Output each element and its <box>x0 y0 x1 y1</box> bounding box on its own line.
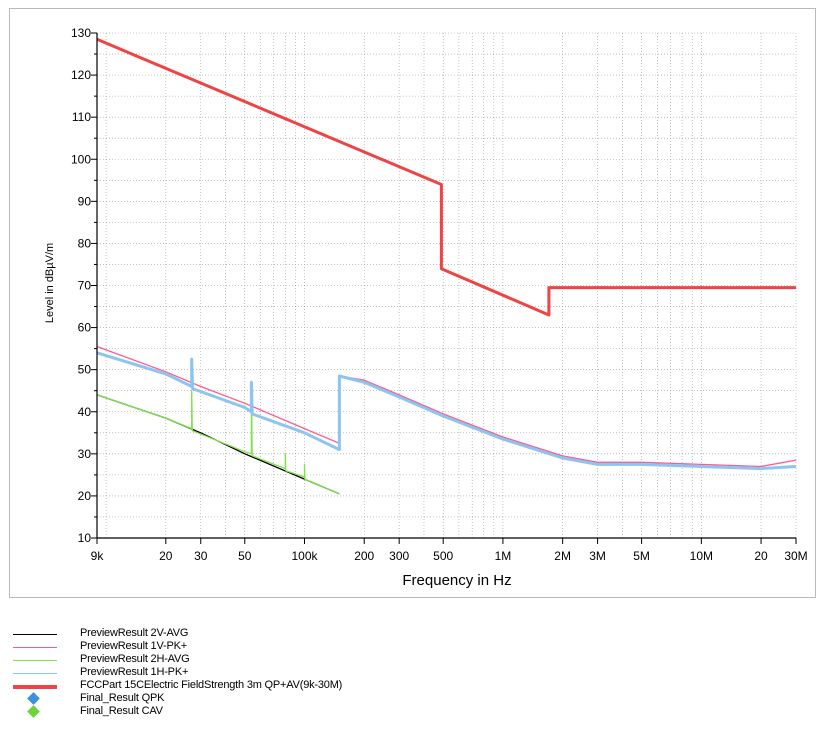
series-line-2 <box>96 394 340 495</box>
x-tick-label: 300 <box>389 549 409 563</box>
x-tick-label: 30M <box>784 549 807 563</box>
y-tick-label: 50 <box>78 363 92 377</box>
y-tick-label: 90 <box>78 194 92 208</box>
y-axis-label: Level in dBµV/m <box>44 243 56 323</box>
axes <box>91 32 797 544</box>
x-tick-label: 10M <box>690 549 713 563</box>
legend-item: Final_Result QPK <box>0 692 821 706</box>
x-axis-label: Frequency in Hz <box>402 572 511 589</box>
series-line-4 <box>96 345 797 468</box>
y-tick-label: 40 <box>78 405 92 419</box>
y-tick-label: 70 <box>78 279 92 293</box>
tick-labels: 10 20 30 40 50 60 70 80 90 100 110 120 130 9k 20 30 50 10… <box>71 26 808 563</box>
series-line-5 <box>96 351 797 471</box>
legend-line-swatch <box>13 660 57 661</box>
y-tick-label: 10 <box>78 531 92 545</box>
x-tick-label: 2M <box>554 549 571 563</box>
chart-frame <box>9 8 816 598</box>
legend-item: PreviewResult 2H-AVG <box>0 653 821 667</box>
y-tick-label: 120 <box>71 68 91 82</box>
legend-line-swatch <box>13 634 57 635</box>
legend-label: PreviewResult 2H-AVG <box>80 653 190 665</box>
y-tick-label: 110 <box>72 110 91 124</box>
legend-label: PreviewResult 2V-AVG <box>80 627 189 639</box>
y-tick-label: 100 <box>71 152 91 166</box>
x-tick-label: 20 <box>754 549 768 563</box>
series-layer <box>96 37 797 495</box>
series-line-3 <box>96 385 340 495</box>
x-tick-label: 3M <box>589 549 606 563</box>
legend-line-swatch <box>13 673 57 674</box>
x-tick-label: 9k <box>91 549 105 563</box>
grid <box>96 32 797 539</box>
y-tick-label: 80 <box>78 236 92 250</box>
series-line-1 <box>96 37 796 317</box>
x-tick-label: 20 <box>159 549 173 563</box>
legend-item: FCCPart 15CElectric FieldStrength 3m QP+… <box>0 679 821 693</box>
legend-line-swatch <box>13 647 57 648</box>
legend-label: Final_Result CAV <box>80 705 163 717</box>
x-tick-label: 1M <box>495 549 512 563</box>
legend-label: PreviewResult 1V-PK+ <box>80 640 187 652</box>
legend-item: PreviewResult 2V-AVG <box>0 627 821 641</box>
diamond-marker-icon <box>27 692 40 705</box>
y-tick-label: 60 <box>78 321 92 335</box>
y-tick-label: 20 <box>78 489 92 503</box>
diamond-marker-icon <box>27 705 40 718</box>
x-tick-label: 30 <box>194 549 208 563</box>
x-tick-label: 200 <box>354 549 374 563</box>
x-tick-label: 500 <box>433 549 453 563</box>
legend-item: PreviewResult 1V-PK+ <box>0 640 821 654</box>
legend-item: PreviewResult 1H-PK+ <box>0 666 821 680</box>
legend-label: Final_Result QPK <box>80 692 165 704</box>
y-tick-label: 130 <box>71 26 91 40</box>
legend-item: Final_Result CAV <box>0 705 821 719</box>
x-tick-label: 50 <box>238 549 252 563</box>
chart: 10 20 30 40 50 60 70 80 90 100 110 120 130 9k 20 30 50 10… <box>44 26 808 589</box>
legend-line-swatch <box>13 685 57 689</box>
legend-label: FCCPart 15CElectric FieldStrength 3m QP+… <box>80 679 343 691</box>
legend-label: PreviewResult 1H-PK+ <box>80 666 189 678</box>
x-tick-label: 5M <box>633 549 650 563</box>
x-tick-label: 100k <box>291 549 318 563</box>
y-tick-label: 30 <box>78 447 92 461</box>
